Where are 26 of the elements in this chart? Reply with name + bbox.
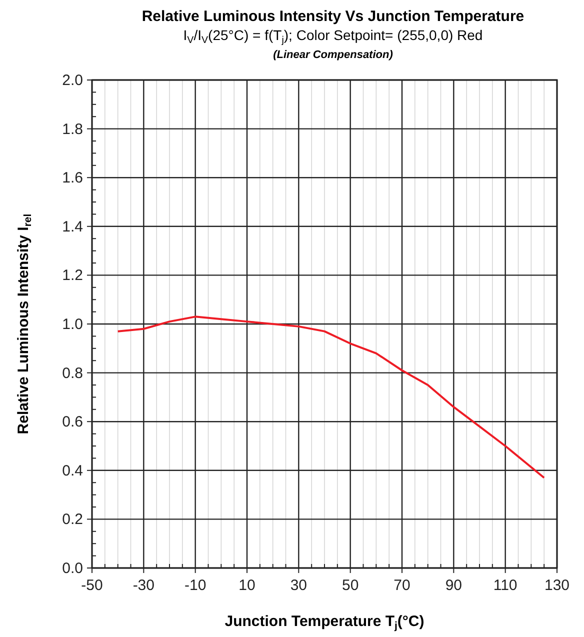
y-tick-label: 1.6 <box>62 170 83 187</box>
x-tick-label: 30 <box>290 577 308 594</box>
y-tick-label: 0.4 <box>62 462 83 480</box>
text: (Linear Compensation) <box>273 49 394 61</box>
chart-title: Relative Luminous Intensity Vs Junction Temperature <box>142 8 524 25</box>
x-tick-label: 10 <box>238 577 256 594</box>
x-tick-label: -50 <box>81 577 103 594</box>
x-tick-label: -10 <box>184 577 206 594</box>
x-tick-label: 50 <box>342 577 359 594</box>
y-tick-label: 0.0 <box>62 560 83 577</box>
y-tick-label: 1.4 <box>62 218 83 236</box>
x-tick-label: 130 <box>544 577 570 594</box>
x-tick-label: -30 <box>132 577 155 594</box>
x-tick-label: 90 <box>445 577 462 594</box>
y-tick-label: 1.2 <box>62 267 83 284</box>
y-tick-label: 1.8 <box>62 120 83 138</box>
chart-subtitle: I$_{V}$/I$_{V}$(25°C) = f(T$_{j}$); Color Setpoint= (255,0,0) Red <box>183 27 483 46</box>
y-tick-label: 0.6 <box>62 414 83 431</box>
y-tick-label: 0.8 <box>62 364 83 382</box>
line-series <box>116 316 546 479</box>
x-tick-label: 70 <box>394 577 410 594</box>
y-tick-label: 0.2 <box>62 511 83 528</box>
y-tick-label: 2.0 <box>62 72 83 89</box>
y-tick-label: 1.0 <box>62 316 83 333</box>
x-axis-title: Junction Temperature T$_{j}$(°C) <box>224 613 424 632</box>
x-tick-label: 110 <box>493 577 518 594</box>
